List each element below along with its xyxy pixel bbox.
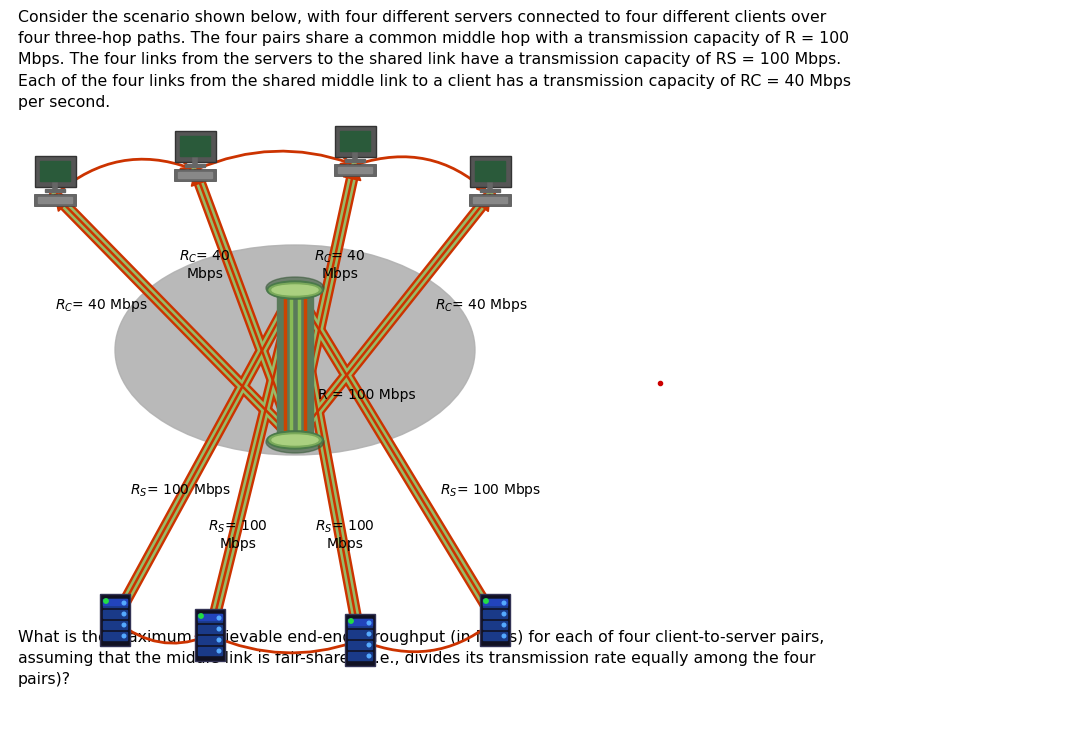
Ellipse shape <box>267 431 323 449</box>
Bar <box>198 625 222 633</box>
Circle shape <box>367 632 371 636</box>
Ellipse shape <box>115 245 476 455</box>
FancyBboxPatch shape <box>480 594 510 646</box>
Bar <box>348 630 372 638</box>
Bar <box>103 621 127 629</box>
Circle shape <box>367 654 371 658</box>
Circle shape <box>349 619 353 623</box>
Ellipse shape <box>267 281 323 299</box>
FancyArrowPatch shape <box>57 159 190 193</box>
Text: R = 100 Mbps: R = 100 Mbps <box>318 388 416 402</box>
Ellipse shape <box>266 277 325 299</box>
Circle shape <box>502 634 506 638</box>
Bar <box>483 599 507 605</box>
Circle shape <box>122 634 125 638</box>
Bar <box>476 161 506 181</box>
FancyBboxPatch shape <box>195 609 225 661</box>
Circle shape <box>104 599 108 603</box>
FancyBboxPatch shape <box>100 594 130 646</box>
Bar <box>103 599 127 605</box>
Circle shape <box>484 599 488 603</box>
Bar <box>198 614 222 620</box>
FancyArrowPatch shape <box>363 624 491 652</box>
Text: $R_C$= 40 Mbps: $R_C$= 40 Mbps <box>55 296 148 314</box>
Bar <box>348 619 372 625</box>
Text: Consider the scenario shown below, with four different servers connected to four: Consider the scenario shown below, with … <box>18 10 851 110</box>
Bar <box>178 172 212 178</box>
Bar <box>348 641 372 649</box>
Text: $R_C$= 40 Mbps: $R_C$= 40 Mbps <box>435 296 528 314</box>
Bar <box>37 197 72 203</box>
FancyBboxPatch shape <box>175 131 215 162</box>
Bar <box>45 189 65 192</box>
Bar <box>348 652 372 660</box>
Circle shape <box>502 623 506 627</box>
FancyBboxPatch shape <box>345 614 375 666</box>
Polygon shape <box>343 165 361 181</box>
Ellipse shape <box>272 435 318 445</box>
FancyBboxPatch shape <box>469 156 511 187</box>
Circle shape <box>367 621 371 625</box>
FancyArrowPatch shape <box>197 151 349 169</box>
FancyBboxPatch shape <box>34 156 75 187</box>
Text: $R_S$= 100
Mbps: $R_S$= 100 Mbps <box>208 519 268 551</box>
Bar <box>40 161 70 181</box>
FancyBboxPatch shape <box>469 194 511 206</box>
Bar <box>473 197 507 203</box>
FancyArrowPatch shape <box>358 157 485 191</box>
Bar <box>483 599 507 607</box>
Polygon shape <box>192 170 208 186</box>
FancyArrowPatch shape <box>212 636 355 653</box>
Bar <box>103 632 127 640</box>
Bar <box>483 632 507 640</box>
Bar <box>340 131 369 151</box>
Bar <box>198 614 222 622</box>
FancyBboxPatch shape <box>334 126 376 157</box>
Circle shape <box>199 614 203 618</box>
Bar <box>480 189 500 192</box>
Bar <box>103 610 127 618</box>
Circle shape <box>502 612 506 616</box>
Bar <box>348 619 372 627</box>
Text: $R_S$= 100 Mbps: $R_S$= 100 Mbps <box>440 481 541 499</box>
FancyBboxPatch shape <box>334 164 376 176</box>
FancyArrowPatch shape <box>117 622 205 644</box>
Bar <box>198 647 222 655</box>
FancyBboxPatch shape <box>174 169 216 181</box>
Bar <box>483 610 507 618</box>
Bar <box>185 164 205 167</box>
Bar <box>180 136 210 156</box>
Text: $R_S$= 100 Mbps: $R_S$= 100 Mbps <box>130 481 231 499</box>
Text: $R_C$= 40
Mbps: $R_C$= 40 Mbps <box>314 248 366 282</box>
Text: What is the maximum achievable end-end throughput (in Mbps) for each of four cli: What is the maximum achievable end-end t… <box>18 630 825 687</box>
Circle shape <box>122 623 125 627</box>
Circle shape <box>122 601 125 605</box>
Text: $R_C$= 40
Mbps: $R_C$= 40 Mbps <box>179 248 230 282</box>
Bar <box>483 621 507 629</box>
Circle shape <box>217 649 221 653</box>
Text: $R_S$= 100
Mbps: $R_S$= 100 Mbps <box>315 519 375 551</box>
Polygon shape <box>277 290 313 440</box>
Ellipse shape <box>272 285 318 295</box>
Circle shape <box>122 612 125 616</box>
Circle shape <box>217 638 221 642</box>
FancyBboxPatch shape <box>34 194 76 206</box>
Ellipse shape <box>266 431 325 453</box>
Circle shape <box>367 643 371 647</box>
Ellipse shape <box>269 433 321 447</box>
Bar <box>103 599 127 607</box>
Circle shape <box>217 627 221 631</box>
Bar <box>345 159 365 162</box>
Bar <box>198 636 222 644</box>
Polygon shape <box>474 195 491 212</box>
Polygon shape <box>55 195 72 211</box>
Circle shape <box>502 601 506 605</box>
Ellipse shape <box>269 283 321 297</box>
Bar <box>338 167 372 173</box>
Circle shape <box>217 616 221 620</box>
